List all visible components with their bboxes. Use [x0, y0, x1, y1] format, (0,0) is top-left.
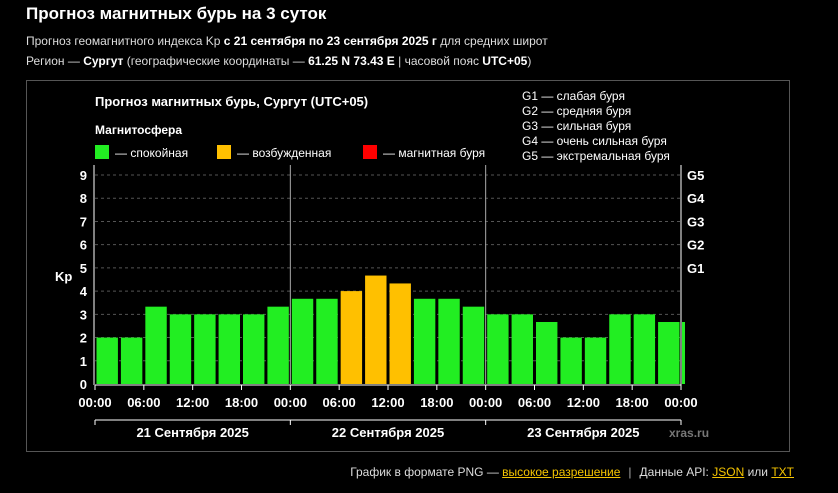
- sub1-text-b: для средних широт: [436, 34, 548, 48]
- kp-forecast-chart: Прогноз магнитных бурь, Сургут (UTC+05) …: [55, 89, 709, 440]
- kp-bar: [267, 306, 289, 384]
- kp-bar: [316, 298, 338, 384]
- txt-link[interactable]: TXT: [771, 465, 794, 479]
- sub2-text-d: ): [527, 54, 532, 68]
- watermark: xras.ru: [669, 426, 709, 440]
- kp-bar: [609, 314, 631, 384]
- kp-bar: [291, 298, 314, 384]
- y-tick-label: 5: [80, 261, 87, 276]
- day-label: 22 Сентября 2025: [332, 425, 444, 440]
- legend-swatch-quiet: [95, 145, 109, 159]
- kp-bar: [243, 314, 265, 384]
- y-tick-label: 2: [80, 331, 87, 346]
- kp-bar: [462, 306, 485, 384]
- y-tick-label: 8: [80, 191, 87, 206]
- forecast-description: Прогноз геомагнитного индекса Kp с 21 се…: [26, 34, 548, 48]
- g-tick-label: G3: [687, 214, 704, 229]
- footer-divider: |: [628, 465, 632, 479]
- kp-bar: [584, 337, 607, 384]
- footer: График в формате PNG — высокое разрешени…: [350, 465, 794, 479]
- g-legend-item: G3 — сильная буря: [522, 119, 631, 133]
- x-tick-label: 00:00: [469, 395, 502, 410]
- region-city: Сургут: [83, 54, 124, 68]
- x-tick-label: 06:00: [323, 395, 356, 410]
- y-tick-label: 0: [80, 377, 87, 392]
- kp-bar: [120, 337, 143, 384]
- kp-bar: [487, 314, 509, 384]
- legend-label-quiet: — спокойная: [115, 146, 188, 160]
- sub1-text-a: Прогноз геомагнитного индекса Kp: [26, 34, 221, 48]
- kp-bar: [413, 298, 436, 384]
- kp-bar: [658, 321, 680, 384]
- high-resolution-link[interactable]: высокое разрешение: [502, 465, 621, 479]
- x-tick-label: 18:00: [420, 395, 453, 410]
- kp-bar: [438, 298, 460, 384]
- y-tick-label: 4: [80, 284, 88, 299]
- forecast-dates: с 21 сентября по 23 сентября 2025 г: [220, 34, 437, 48]
- kp-bar: [633, 314, 656, 384]
- region-description: Регион — Сургут (географические координа…: [26, 54, 531, 68]
- x-tick-label: 12:00: [567, 395, 600, 410]
- x-tick-label: 18:00: [616, 395, 649, 410]
- y-tick-label: 1: [80, 354, 87, 369]
- x-tick-label: 00:00: [78, 395, 111, 410]
- g-tick-label: G2: [687, 238, 704, 253]
- x-tick-label: 12:00: [176, 395, 209, 410]
- x-tick-label: 18:00: [225, 395, 258, 410]
- kp-bar: [536, 321, 558, 384]
- y-tick-label: 6: [80, 238, 87, 253]
- api-text: Данные API:: [639, 465, 713, 479]
- legend-label-storm: — магнитная буря: [383, 146, 485, 160]
- sub2-text-c: | часовой пояс: [394, 54, 483, 68]
- kp-bar: [218, 314, 240, 384]
- legend-swatch-excited: [217, 145, 231, 159]
- day-label: 21 Сентября 2025: [136, 425, 248, 440]
- kp-bar: [365, 275, 387, 384]
- kp-bar: [682, 321, 685, 384]
- day-label: 23 Сентября 2025: [527, 425, 639, 440]
- json-link[interactable]: JSON: [712, 465, 745, 479]
- kp-bar: [96, 337, 118, 384]
- g-tick-label: G1: [687, 261, 704, 276]
- legend-label-excited: — возбужденная: [237, 146, 331, 160]
- page-title: Прогноз магнитных бурь на 3 суток: [26, 4, 327, 23]
- y-tick-label: 9: [80, 168, 87, 183]
- kp-bar: [169, 314, 192, 384]
- legend-title: Магнитосфера: [95, 123, 182, 137]
- x-tick-label: 06:00: [518, 395, 551, 410]
- x-tick-label: 00:00: [664, 395, 697, 410]
- or-text: или: [744, 465, 772, 479]
- y-tick-label: 3: [80, 307, 87, 322]
- kp-bar: [511, 314, 533, 384]
- g-tick-label: G5: [687, 168, 704, 183]
- region-timezone: UTC+05: [482, 54, 528, 68]
- sub2-text-a: Регион —: [26, 54, 84, 68]
- g-legend-item: G5 — экстремальная буря: [522, 149, 670, 163]
- region-coords: 61.25 N 73.43 E: [308, 54, 395, 68]
- y-tick-label: 7: [80, 214, 87, 229]
- g-tick-label: G4: [687, 191, 705, 206]
- g-legend-item: G2 — средняя буря: [522, 104, 631, 118]
- x-tick-label: 06:00: [127, 395, 160, 410]
- chart-title: Прогноз магнитных бурь, Сургут (UTC+05): [95, 94, 368, 109]
- sub2-text-b: (географические координаты —: [123, 54, 309, 68]
- y-axis-label: Kp: [55, 269, 72, 284]
- g-legend-item: G1 — слабая буря: [522, 89, 625, 103]
- kp-bar: [389, 283, 411, 384]
- legend-swatch-storm: [363, 145, 377, 159]
- kp-bar: [194, 314, 216, 384]
- kp-bar: [145, 306, 167, 384]
- chart-frame: Прогноз магнитных бурь, Сургут (UTC+05) …: [26, 80, 790, 452]
- kp-bar: [560, 337, 582, 384]
- kp-bar: [340, 291, 363, 384]
- g-legend-item: G4 — очень сильная буря: [522, 134, 667, 148]
- x-tick-label: 12:00: [371, 395, 404, 410]
- png-text: График в формате PNG —: [350, 465, 503, 479]
- x-tick-label: 00:00: [274, 395, 307, 410]
